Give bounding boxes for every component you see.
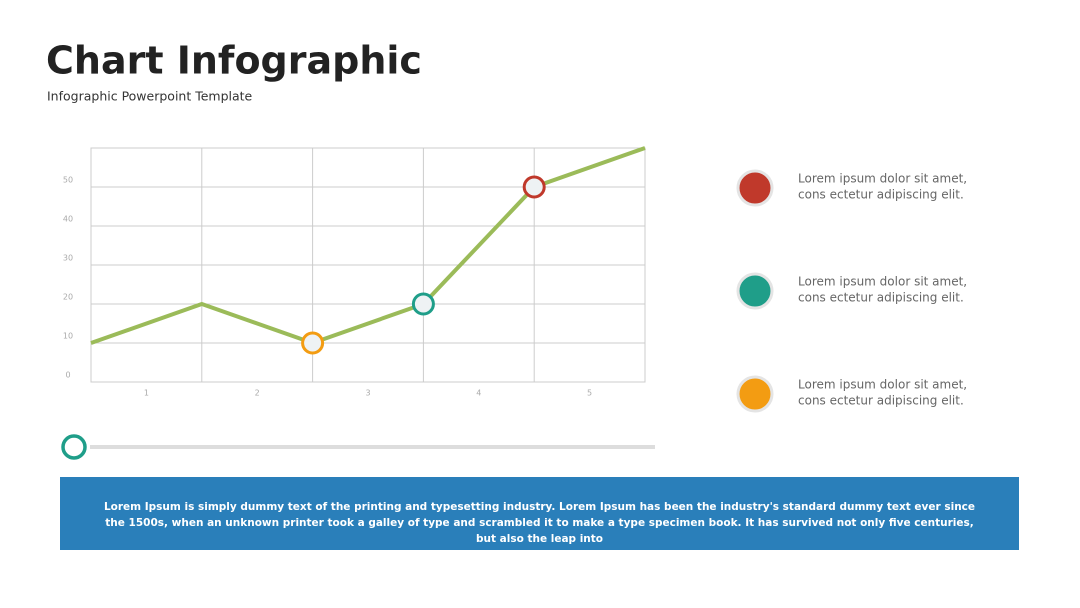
x-tick-label: 3: [365, 389, 370, 398]
x-tick-label: 1: [144, 389, 149, 398]
legend-text: cons ectetur adipiscing elit.: [798, 188, 964, 202]
legend-dot: [736, 272, 774, 310]
footer-banner: Lorem Ipsum is simply dummy text of the …: [60, 477, 1019, 550]
marker: [522, 175, 546, 199]
y-tick-label: 20: [63, 293, 73, 302]
marker: [301, 331, 325, 355]
legend-text: Lorem ipsum dolor sit amet,: [798, 172, 967, 186]
x-tick-label: 2: [255, 389, 260, 398]
legend-dot: [736, 169, 774, 207]
marker: [411, 292, 435, 316]
y-tick-label: 10: [63, 332, 73, 341]
y-tick-label: 50: [63, 176, 73, 185]
line: [90, 146, 646, 346]
y-tick-label: 40: [63, 215, 73, 224]
title: Chart Infographic: [46, 39, 422, 83]
subtitle: Infographic Powerpoint Template: [47, 89, 253, 104]
slider-handle: [61, 434, 87, 460]
legend-text: cons ectetur adipiscing elit.: [798, 394, 964, 408]
x-tick-label: 4: [476, 389, 481, 398]
x-tick-label: 5: [587, 389, 592, 398]
legend-text: cons ectetur adipiscing elit.: [798, 291, 964, 305]
y-tick-label: 30: [63, 254, 73, 263]
legend-text: Lorem ipsum dolor sit amet,: [798, 378, 967, 392]
legend-text: Lorem ipsum dolor sit amet,: [798, 275, 967, 289]
y-tick-label: 0: [65, 371, 70, 380]
legend-dot: [736, 375, 774, 413]
